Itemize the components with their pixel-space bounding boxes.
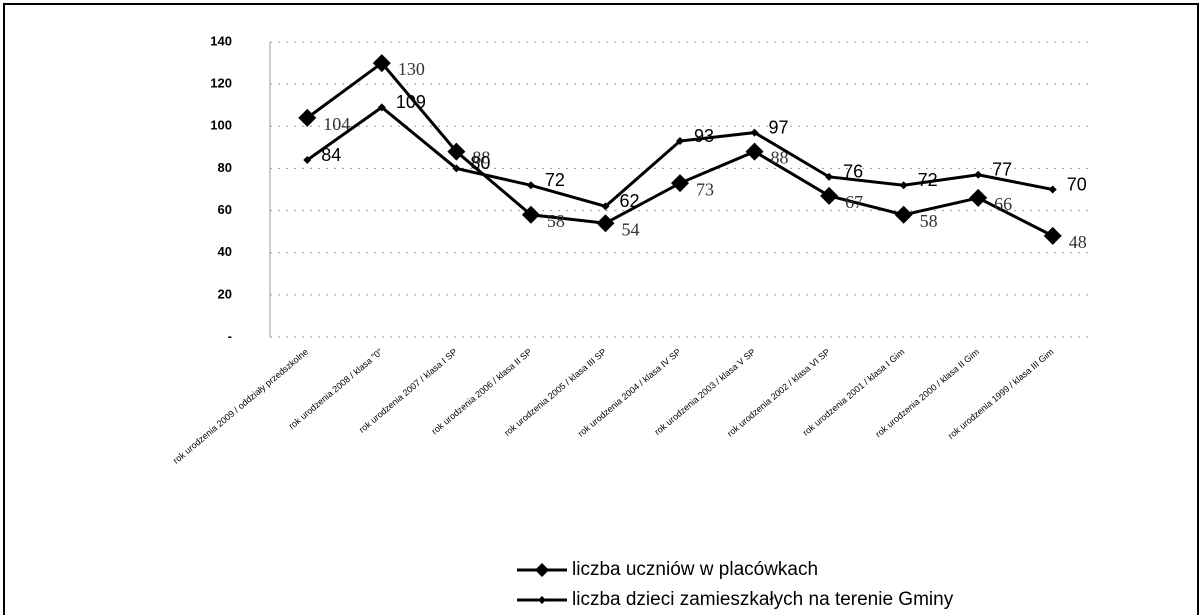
- data-label: 88: [472, 148, 490, 168]
- marker: [671, 174, 689, 193]
- marker: [969, 188, 988, 207]
- data-label: 97: [769, 117, 789, 137]
- marker: [526, 181, 535, 190]
- data-label: 67: [845, 192, 863, 212]
- y-tick-label: 40: [218, 244, 232, 259]
- marker: [825, 172, 834, 181]
- marker: [596, 214, 615, 233]
- data-label: 130: [398, 59, 425, 79]
- legend-marker: [538, 596, 546, 604]
- marker: [750, 128, 759, 137]
- legend-label: liczba uczniów w placówkach: [572, 559, 818, 580]
- marker: [894, 205, 913, 224]
- data-label: 77: [992, 160, 1012, 180]
- marker: [1043, 226, 1062, 245]
- data-label: 76: [843, 162, 863, 182]
- data-label: 93: [694, 126, 714, 146]
- data-label: 66: [994, 194, 1012, 214]
- legend-label: liczba dzieci zamieszkałych na terenie G…: [572, 589, 954, 610]
- data-label: 58: [547, 211, 565, 231]
- y-tick-label: -: [228, 328, 232, 343]
- marker: [452, 164, 461, 173]
- marker: [372, 54, 391, 73]
- series-line: [306, 61, 1054, 238]
- data-label: 73: [696, 179, 714, 199]
- data-label: 109: [396, 92, 426, 112]
- data-label: 70: [1067, 174, 1087, 194]
- marker: [820, 186, 839, 205]
- marker: [521, 205, 540, 224]
- marker: [1048, 185, 1057, 194]
- data-label: 72: [918, 170, 938, 190]
- y-tick-label: 100: [210, 118, 232, 133]
- marker: [298, 108, 317, 127]
- legend-marker: [535, 563, 549, 577]
- y-tick-label: 140: [210, 33, 232, 48]
- marker: [601, 202, 610, 211]
- marker: [676, 137, 684, 146]
- marker: [377, 103, 386, 112]
- y-tick-label: 120: [210, 76, 232, 91]
- data-label: 88: [771, 148, 789, 168]
- chart-border: [3, 3, 1199, 615]
- y-tick-label: 60: [218, 202, 232, 217]
- marker: [899, 181, 908, 190]
- data-label: 48: [1069, 232, 1087, 252]
- marker: [303, 156, 312, 164]
- data-label: 80: [470, 153, 490, 173]
- data-label: 104: [323, 114, 350, 134]
- x-tick-label: rok urodzenia 2009 / oddziały przedszkol…: [171, 347, 310, 466]
- data-label: 54: [621, 219, 639, 239]
- marker: [974, 170, 983, 179]
- marker: [447, 142, 466, 161]
- data-label: 72: [545, 170, 565, 190]
- data-label: 84: [321, 145, 341, 165]
- y-tick-label: 80: [218, 160, 232, 175]
- y-tick-label: 20: [218, 286, 232, 301]
- marker: [745, 142, 764, 161]
- data-label: 58: [920, 211, 938, 231]
- data-label: 62: [619, 191, 639, 211]
